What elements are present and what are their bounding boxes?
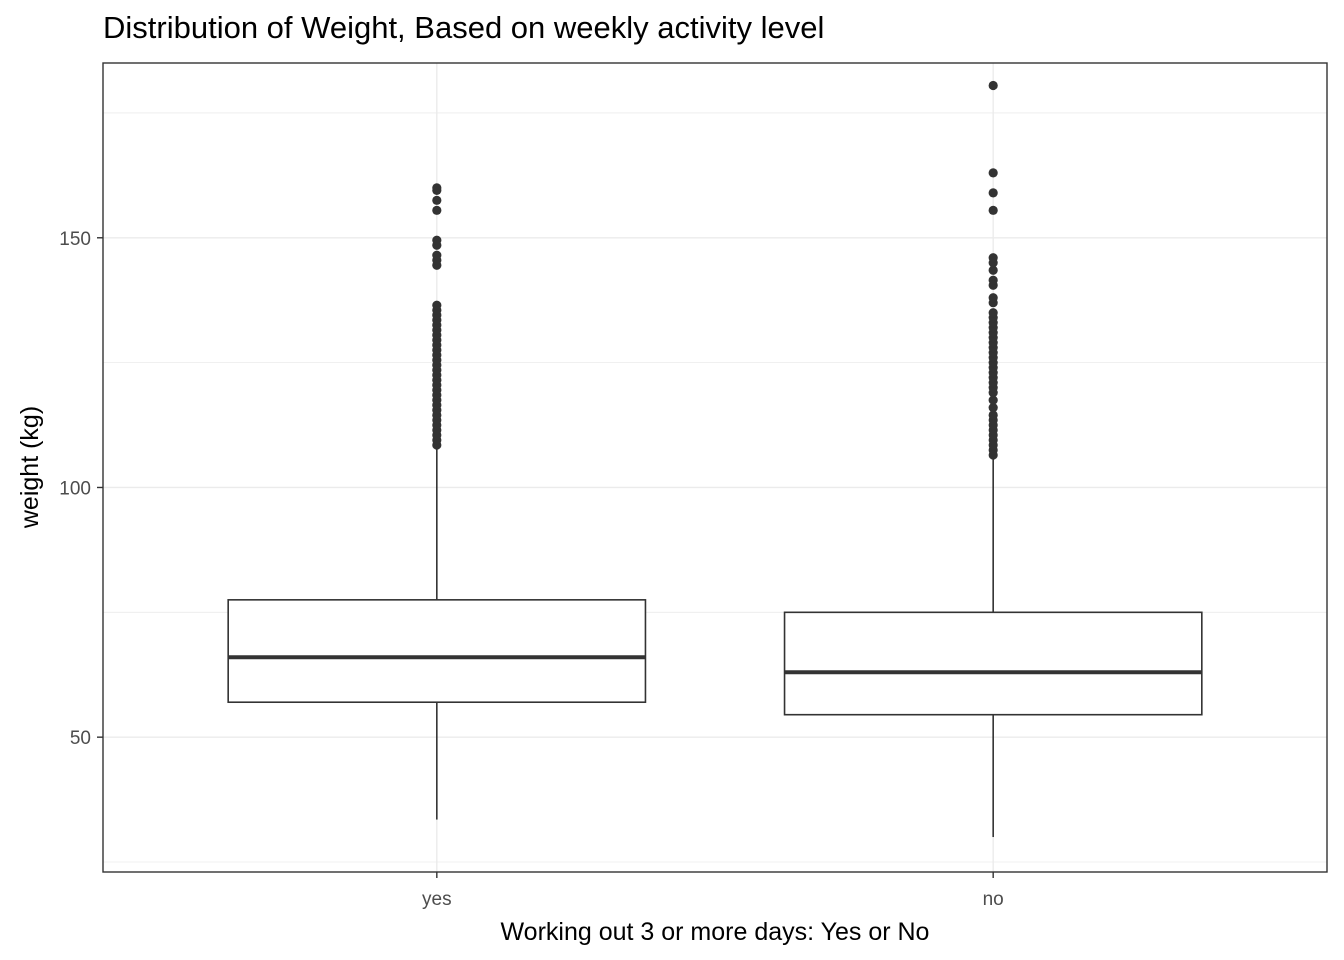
outlier-point bbox=[432, 183, 442, 193]
outlier-point bbox=[988, 410, 998, 420]
outlier-point bbox=[988, 293, 998, 303]
outlier-point bbox=[432, 235, 442, 245]
box-yes bbox=[227, 183, 647, 820]
plot-panel-background bbox=[103, 63, 1327, 872]
outlier-point bbox=[432, 250, 442, 260]
x-axis: yes no bbox=[422, 872, 1004, 910]
outlier-point bbox=[988, 402, 998, 413]
chart-title: Distribution of Weight, Based on weekly … bbox=[103, 10, 825, 45]
x-tick-label-no: no bbox=[983, 889, 1004, 910]
outlier-point bbox=[988, 275, 998, 285]
y-tick-label: 150 bbox=[59, 229, 91, 250]
box-layer bbox=[227, 80, 1203, 838]
outlier-point bbox=[988, 80, 998, 91]
x-axis-title: Working out 3 or more days: Yes or No bbox=[501, 918, 930, 946]
y-axis: 50 100 150 bbox=[59, 229, 103, 749]
outlier-point bbox=[988, 308, 998, 318]
outlier-point bbox=[432, 205, 442, 215]
outlier-point bbox=[988, 395, 998, 405]
interquartile-box bbox=[227, 599, 647, 704]
outlier-point bbox=[432, 300, 442, 310]
outlier-point bbox=[988, 205, 998, 215]
interquartile-box bbox=[783, 611, 1203, 716]
plot-panel bbox=[102, 62, 1328, 873]
box-no bbox=[783, 80, 1203, 838]
x-tick-label-yes: yes bbox=[422, 889, 452, 910]
outlier-point bbox=[432, 195, 442, 205]
y-tick-label: 100 bbox=[59, 478, 91, 499]
y-tick-label: 50 bbox=[70, 728, 91, 749]
plot-panel-border bbox=[102, 62, 1328, 873]
y-axis-title: weight (kg) bbox=[16, 406, 44, 529]
outlier-point bbox=[988, 253, 998, 263]
outlier-point bbox=[988, 265, 998, 275]
outlier-point bbox=[988, 168, 998, 178]
outlier-point bbox=[988, 188, 998, 198]
